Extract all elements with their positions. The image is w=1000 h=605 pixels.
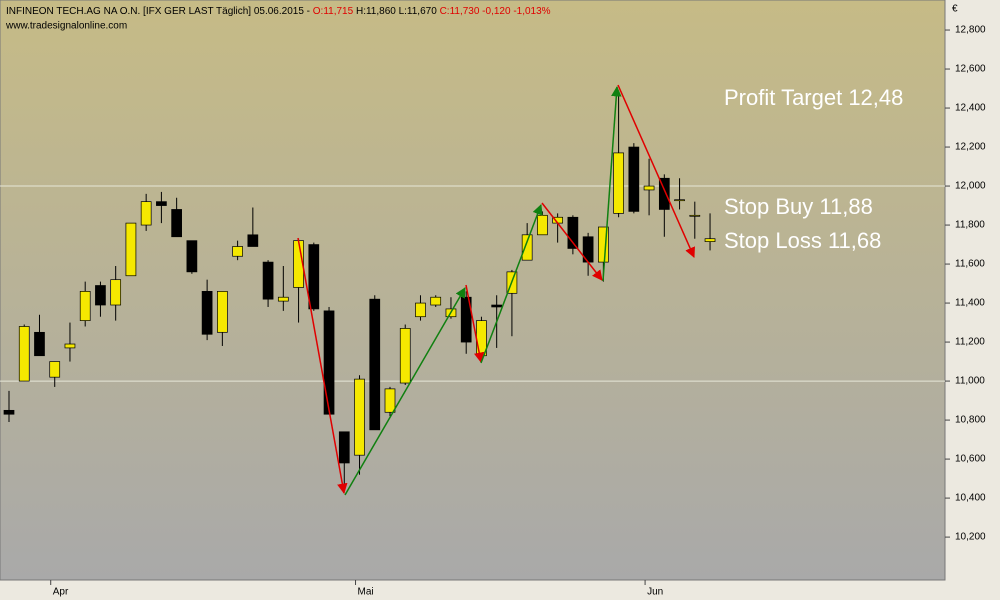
candle-body: [262, 261, 274, 300]
candle-body: [537, 214, 548, 236]
candle-body: [323, 310, 335, 415]
y-tick-label: 12,800: [955, 25, 986, 36]
candle-body: [217, 291, 228, 333]
candle-body: [34, 331, 45, 357]
arrow: [344, 287, 466, 496]
annotation: Profit Target 12,48: [724, 85, 903, 110]
candle-body: [49, 361, 61, 378]
header: INFINEON TECH.AG NA O.N. [IFX GER LAST T…: [6, 6, 551, 17]
candle-body: [399, 328, 411, 384]
candle-body: [247, 234, 259, 247]
candle-body: [171, 209, 182, 238]
y-tick-label: 12,000: [955, 181, 986, 192]
y-tick-label: 10,200: [955, 532, 986, 543]
watermark: www.tradesignalonline.com: [5, 21, 127, 32]
candle-body: [186, 240, 198, 273]
candle-body: [79, 291, 91, 321]
candle-body: [125, 222, 137, 277]
arrow: [297, 237, 348, 495]
candle-body: [643, 185, 655, 191]
arrow: [465, 284, 485, 364]
candle-body: [64, 343, 76, 349]
arrow: [617, 84, 695, 258]
candle-body: [521, 234, 533, 261]
candle-body: [430, 296, 442, 306]
candle-body: [384, 388, 396, 413]
candle-body: [3, 409, 15, 415]
candle-body: [476, 320, 487, 357]
candle-body: [628, 146, 640, 212]
candle-body: [95, 285, 106, 306]
candle-body: [689, 214, 701, 217]
candle-body: [354, 378, 365, 456]
y-tick-label: 11,200: [955, 337, 985, 348]
header-open: O:11,715: [313, 6, 354, 17]
candle-body: [658, 177, 670, 210]
candle-body: [201, 291, 213, 335]
candle-body: [491, 304, 503, 308]
currency: €: [952, 4, 958, 15]
x-tick-label: Apr: [53, 587, 69, 598]
candle-body: [613, 152, 624, 214]
annotation: Stop Loss 11,68: [724, 228, 881, 253]
header-close: C:11,730 -0,120 -1,013%: [440, 6, 551, 17]
candle-body: [369, 298, 381, 431]
candle-body: [156, 201, 167, 206]
plot-area: [0, 0, 946, 581]
candle-body: [18, 326, 30, 382]
candle-body: [674, 199, 685, 202]
x-tick-label: Jun: [647, 587, 663, 598]
annotation: Stop Buy 11,88: [724, 194, 873, 219]
y-tick-label: 10,400: [955, 493, 986, 504]
header-high-low: H:11,860 L:11,670: [356, 6, 437, 17]
y-tick-label: 11,600: [955, 259, 985, 270]
header-symbol: INFINEON TECH.AG NA O.N. [IFX GER LAST T…: [6, 6, 310, 17]
y-tick-label: 10,800: [955, 415, 986, 426]
y-tick-label: 12,600: [955, 64, 986, 75]
y-tick-label: 11,800: [955, 220, 985, 231]
arrow: [541, 202, 603, 281]
candle-body: [140, 201, 152, 226]
candle-body: [308, 244, 320, 310]
y-tick-label: 12,400: [955, 103, 986, 114]
candle-body: [598, 226, 609, 263]
y-tick-label: 10,600: [955, 454, 986, 465]
arrow: [480, 204, 543, 364]
candle-body: [415, 302, 426, 318]
y-tick-label: 11,400: [955, 298, 985, 309]
candle-body: [110, 279, 122, 306]
candle-body: [232, 246, 243, 257]
y-tick-label: 11,000: [955, 376, 985, 387]
y-tick-label: 12,200: [955, 142, 986, 153]
arrow: [602, 85, 622, 282]
candle-body: [338, 431, 350, 464]
arrows: [297, 84, 695, 496]
candle-body: [567, 216, 579, 249]
candle-body: [277, 296, 289, 302]
candle-body: [460, 296, 472, 343]
candle-body: [704, 238, 716, 242]
x-tick-label: Mai: [358, 587, 374, 598]
